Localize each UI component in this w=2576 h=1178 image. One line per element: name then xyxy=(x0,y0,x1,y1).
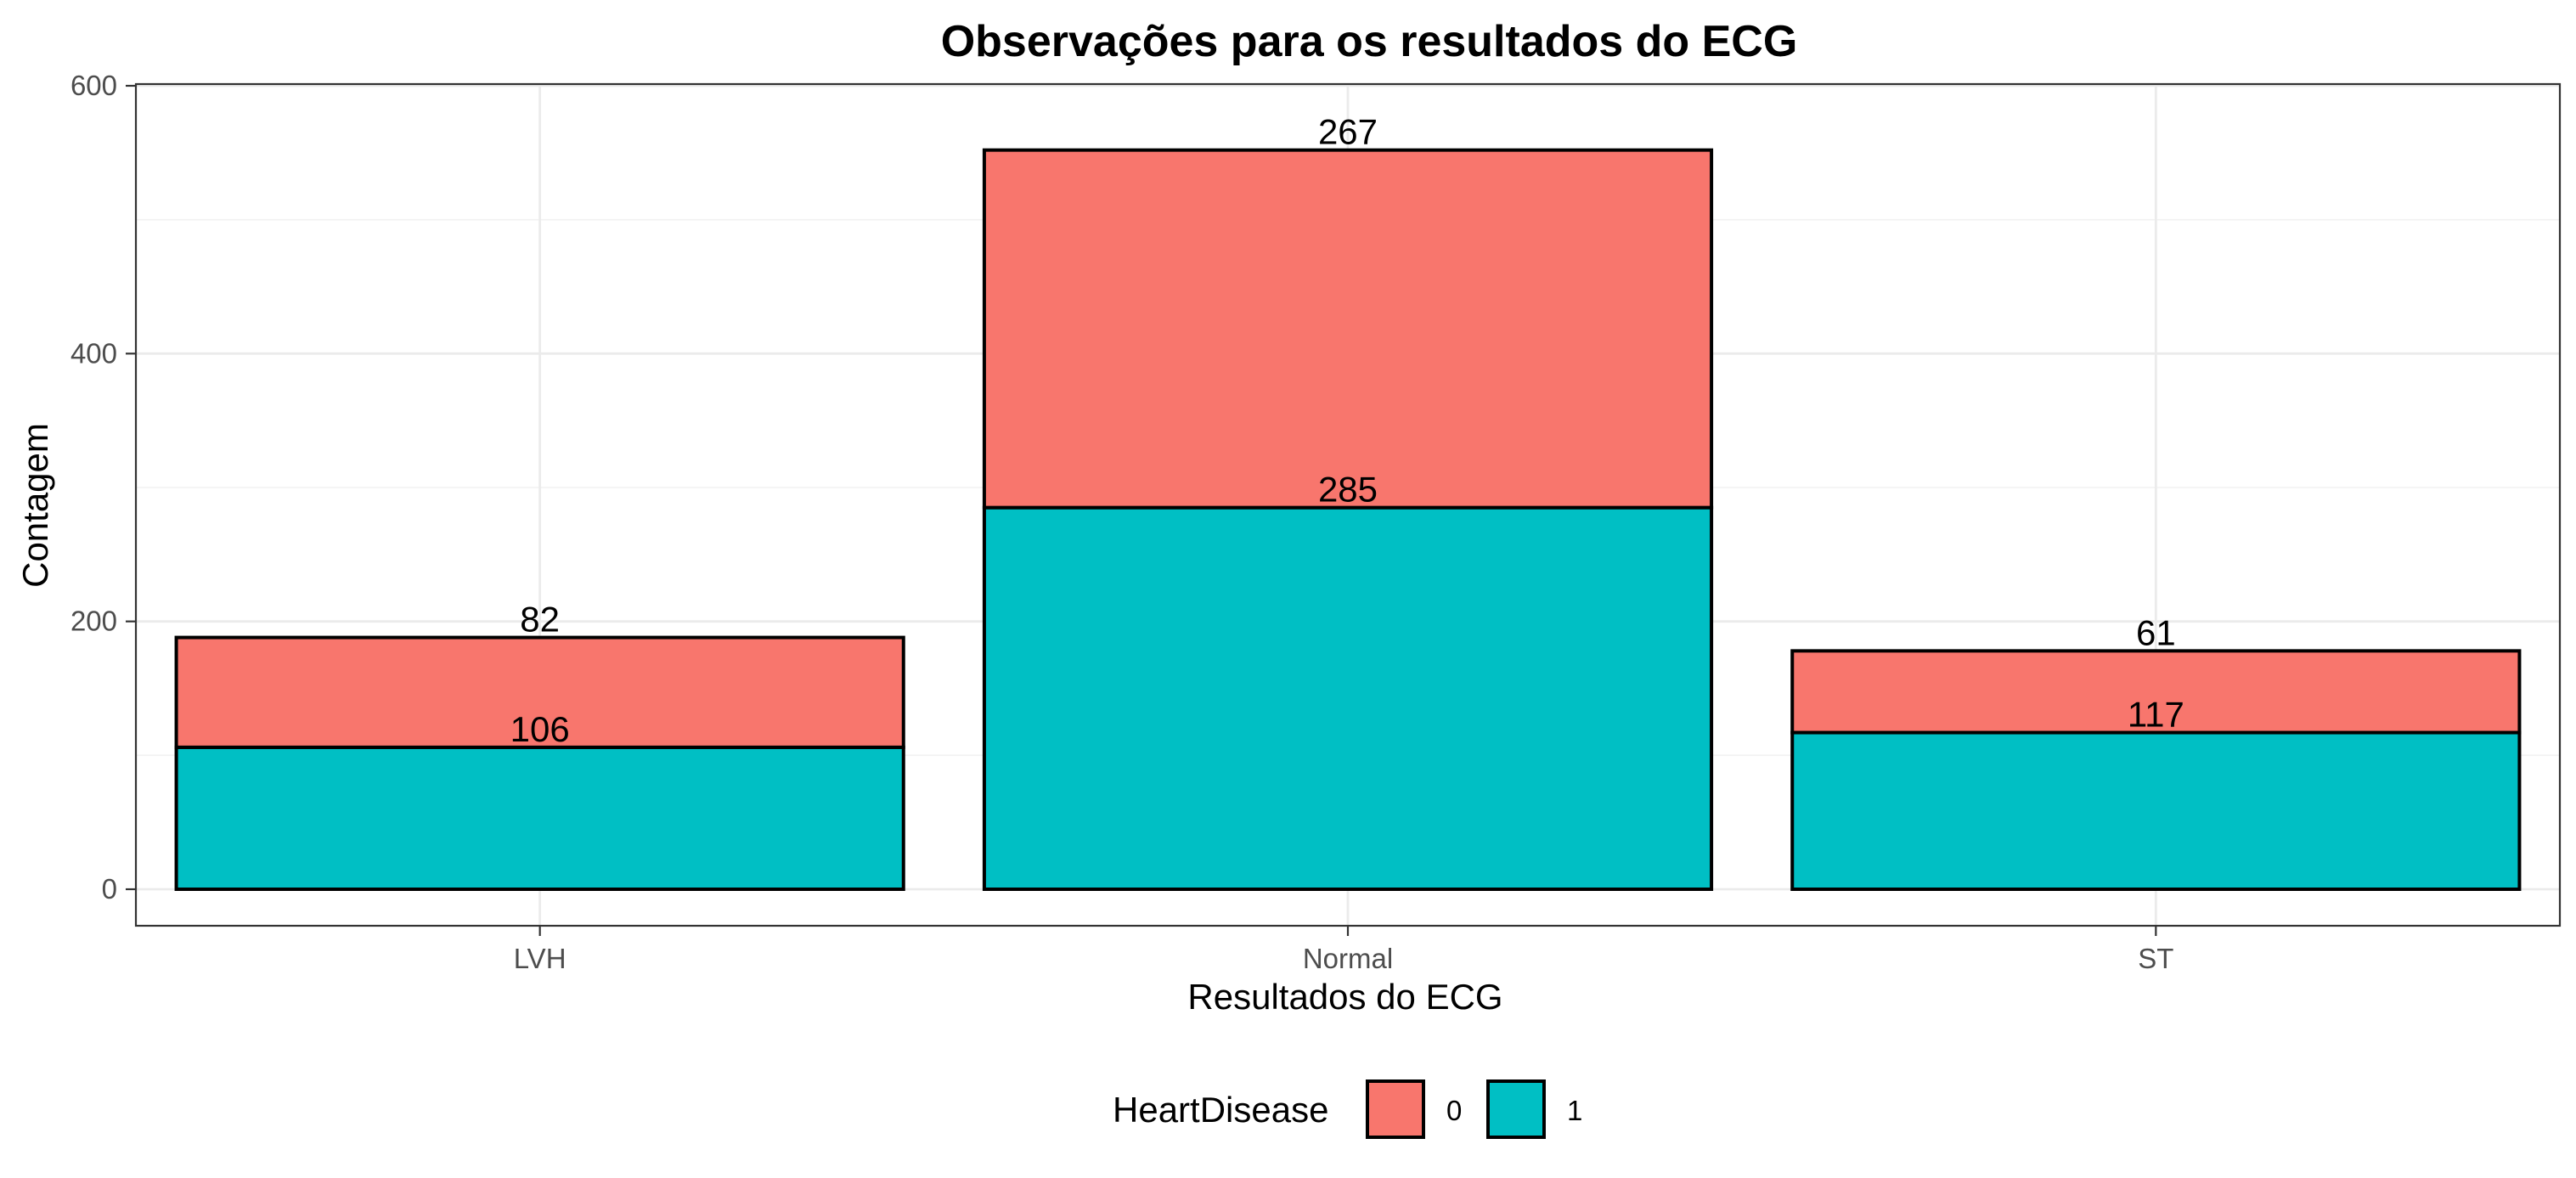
bar-value-labels: 106 82 285 267 117 61 xyxy=(510,112,2184,749)
bar-st-1 xyxy=(1790,730,2522,892)
y-tick-label: 400 xyxy=(70,337,117,369)
legend-key-0 xyxy=(1366,1079,1425,1139)
y-tick-label: 0 xyxy=(102,873,117,905)
bar-value-label: 106 xyxy=(510,709,570,749)
bar-lvh-0 xyxy=(174,635,905,749)
x-tick-label: ST xyxy=(2138,943,2173,974)
legend-title: HeartDisease xyxy=(1113,1090,1328,1130)
bar-normal-0 xyxy=(982,148,1714,510)
legend-key-1 xyxy=(1486,1079,1546,1139)
bar-lvh-1 xyxy=(174,745,905,892)
bar-st-0 xyxy=(1790,649,2522,735)
y-tick-label: 600 xyxy=(70,70,117,101)
bar-value-label: 61 xyxy=(2136,612,2176,652)
bar-value-label: 267 xyxy=(1318,112,1378,152)
x-tick-label: Normal xyxy=(1303,943,1393,974)
chart-title: Observações para os resultados do ECG xyxy=(941,17,1798,66)
y-axis-title: Contagem xyxy=(15,423,55,588)
legend-label-1: 1 xyxy=(1567,1095,1582,1126)
bars xyxy=(174,148,2522,892)
legend-label-0: 0 xyxy=(1446,1095,1462,1126)
x-axis: LVH Normal ST xyxy=(514,926,2173,974)
bar-value-label: 82 xyxy=(520,600,560,640)
y-axis: 0 200 400 600 xyxy=(70,70,136,905)
x-tick-label: LVH xyxy=(514,943,566,974)
y-tick-label: 200 xyxy=(70,606,117,637)
bar-normal-1 xyxy=(982,505,1714,892)
x-axis-title: Resultados do ECG xyxy=(1187,977,1502,1017)
legend: HeartDisease 0 1 xyxy=(1113,1079,1582,1139)
bar-value-label: 117 xyxy=(2128,695,2184,735)
bar-value-label: 285 xyxy=(1318,470,1378,510)
